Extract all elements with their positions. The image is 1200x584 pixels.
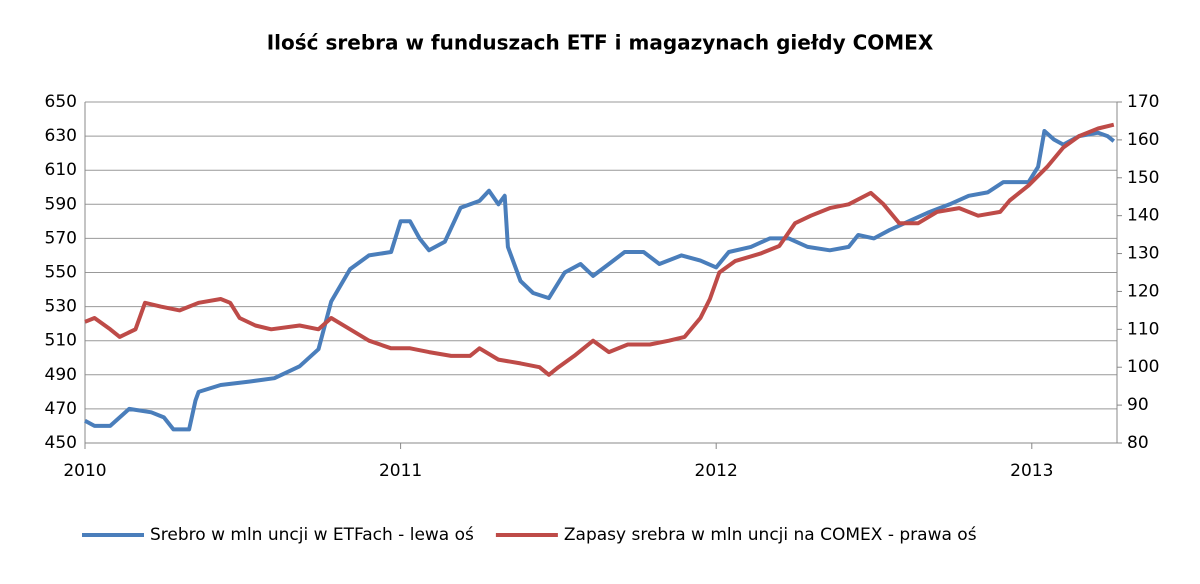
x-tick-label: 2010	[63, 461, 106, 481]
y2-tick-label: 100	[1127, 357, 1159, 377]
y-tick-label: 490	[45, 365, 77, 385]
y-tick-label: 510	[45, 331, 77, 351]
legend-label: Srebro w mln uncji w ETFach - lewa oś	[150, 525, 474, 545]
series-line	[84, 129, 1116, 432]
y2-tick-label: 90	[1127, 395, 1149, 415]
y2-tick-label: 130	[1127, 244, 1159, 264]
chart-title: Ilość srebra w funduszach ETF i magazyna…	[267, 31, 934, 55]
y-tick-label: 590	[45, 194, 77, 214]
y2-tick-label: 140	[1127, 206, 1159, 226]
y2-tick-label: 120	[1127, 281, 1159, 301]
y-tick-label: 470	[45, 399, 77, 419]
y-tick-label: 570	[45, 228, 77, 248]
y2-tick-label: 150	[1127, 168, 1159, 188]
y-tick-label: 550	[45, 263, 77, 283]
y-tick-label: 630	[45, 126, 77, 146]
y-tick-label: 650	[45, 92, 77, 112]
y2-tick-label: 160	[1127, 130, 1159, 150]
x-tick-label: 2013	[1010, 461, 1053, 481]
legend-label: Zapasy srebra w mln uncji na COMEX - pra…	[564, 525, 977, 545]
y2-tick-label: 110	[1127, 319, 1159, 339]
y2-tick-label: 80	[1127, 433, 1149, 453]
series-line	[84, 122, 1115, 377]
y2-tick-label: 170	[1127, 92, 1159, 112]
y-tick-label: 610	[45, 160, 77, 180]
y-tick-label: 450	[45, 433, 77, 453]
x-tick-label: 2012	[695, 461, 738, 481]
x-tick-label: 2011	[379, 461, 422, 481]
y-tick-label: 530	[45, 297, 77, 317]
